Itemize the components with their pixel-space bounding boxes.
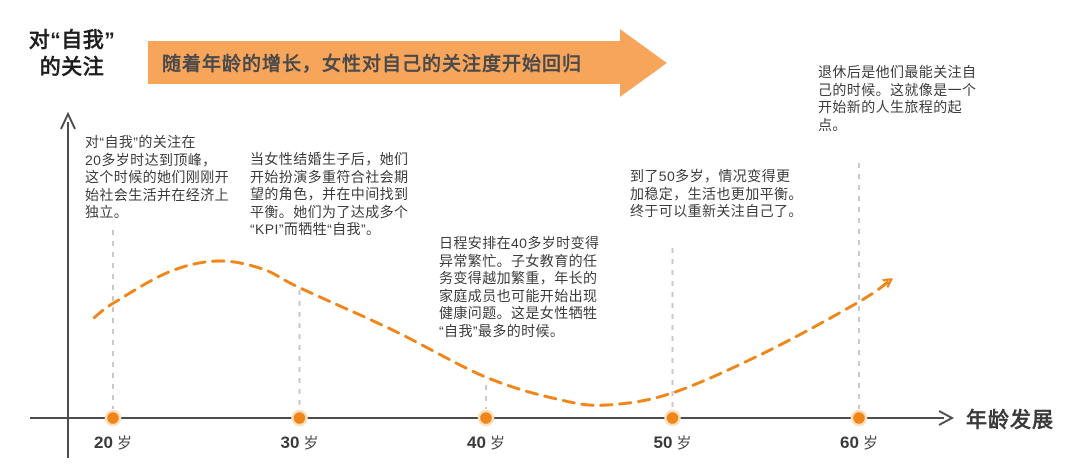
tick-unit: 岁 (489, 435, 505, 452)
x-axis-title: 年龄发展 (966, 409, 1054, 432)
annotation-age30: 当女性结婚生子后，她们 开始扮演多重符合社会期 望的角色，并在中间找到 平衡。她… (250, 151, 409, 237)
x-tick-label-20: 20 岁 (94, 432, 132, 453)
banner-arrowhead-icon (620, 29, 667, 97)
tick-unit: 岁 (116, 435, 132, 452)
tick-unit: 岁 (862, 435, 878, 452)
tick-number: 50 (653, 433, 673, 452)
tick-unit: 岁 (676, 435, 692, 452)
y-axis-title: 对“自我” 的关注 (28, 29, 116, 79)
tick-number: 60 (840, 433, 859, 452)
axis-dot-30 (291, 409, 308, 427)
banner: 随着年龄的增长，女性对自己的关注度开始回归 (148, 41, 621, 84)
axis-dot-20 (104, 409, 122, 427)
attention-curve-path (92, 259, 890, 407)
tick-unit: 岁 (303, 435, 319, 452)
banner-text: 随着年龄的增长，女性对自己的关注度开始回归 (162, 54, 583, 75)
curve-group (92, 259, 890, 407)
x-axis-arrow-icon (938, 410, 955, 426)
tick-number: 40 (467, 433, 486, 452)
axis-dot-40 (477, 409, 495, 427)
x-tick-label-60: 60 岁 (840, 432, 878, 453)
x-tick-label-40: 40 岁 (467, 432, 505, 453)
annotation-age50: 到了50多岁，情况变得更 加稳定，生活也更加平衡。 终于可以重新关注自己了。 (630, 168, 803, 219)
tick-number: 30 (280, 433, 300, 452)
axis-dots-group (104, 409, 868, 427)
annotation-age60: 退休后是他们最能关注自 己的时候。这就像是一个 开始新的人生旅程的起点。 (818, 64, 977, 133)
annotation-age40: 日程安排在40多岁时变得 异常繁忙。子女教育的任 务变得越加繁重，年长的 家庭成… (439, 235, 600, 339)
x-tick-label-30: 30 岁 (281, 432, 319, 453)
axis-dot-50 (664, 409, 681, 427)
x-tick-label-50: 50 岁 (654, 432, 692, 453)
tick-number: 20 (94, 433, 113, 452)
y-axis-arrow-icon (60, 111, 76, 130)
gridlines-group (112, 163, 860, 409)
axis-dot-60 (850, 409, 868, 427)
annotation-age20: 对“自我”的关注在 20多岁时达到顶峰， 这个时候的她们刚刚开 始社会生活并在经… (85, 134, 229, 220)
